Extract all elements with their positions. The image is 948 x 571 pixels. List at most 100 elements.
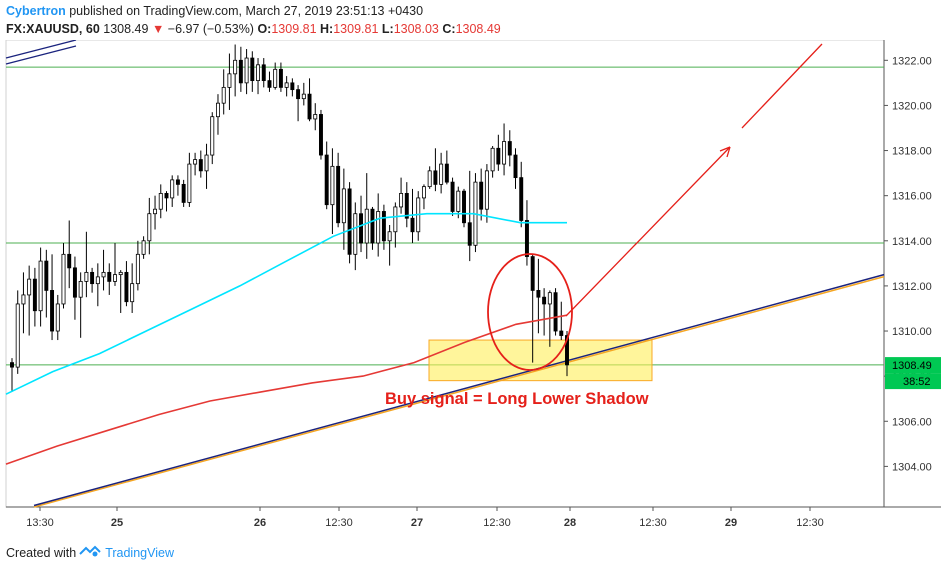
highlight-ellipse (487, 253, 573, 371)
change-value: −6.97 (−0.53%) (167, 22, 254, 36)
candle-body (376, 211, 381, 244)
high-label: H: (320, 22, 334, 36)
publish-header: Cybertron published on TradingView.com, … (6, 4, 423, 18)
candle-body (38, 260, 43, 312)
candle-body (404, 193, 409, 219)
x-tick-label: 27 (411, 517, 423, 529)
candle-body (467, 222, 472, 246)
ma-fast-line (5, 212, 567, 395)
candle-body (50, 290, 55, 332)
candle-body (490, 147, 495, 172)
high-value: 1309.81 (333, 22, 379, 36)
y-tick-label: 1312.00 (892, 281, 932, 293)
ohlc-bar: FX:XAUUSD, 60 1308.49 ▼ −6.97 (−0.53%) O… (6, 22, 501, 36)
candle-body (141, 240, 146, 255)
candle-body (479, 181, 484, 210)
candle-body (221, 86, 226, 104)
created-with-label: Created with (6, 545, 77, 560)
candle-body (90, 271, 95, 285)
countdown-badge (885, 373, 941, 390)
candle-body (559, 330, 564, 336)
tradingview-brand-link[interactable]: TradingView (105, 545, 174, 560)
tradingview-logo-icon (79, 545, 101, 560)
symbol-label: FX:XAUUSD, 60 (6, 22, 100, 36)
candle-body (233, 59, 238, 75)
trendline-fragment (5, 40, 77, 59)
projection-arrowhead (719, 146, 731, 158)
candle-body (542, 296, 547, 305)
x-tick-label: 12:30 (325, 517, 353, 529)
close-label: C: (442, 22, 456, 36)
trendline-shadow (33, 275, 885, 508)
candle-body (519, 177, 524, 221)
candle-body (547, 292, 552, 305)
y-tick-label: 1316.00 (892, 191, 932, 203)
candle-body (27, 278, 32, 296)
candle-body (216, 102, 220, 118)
close-value: 1308.49 (455, 22, 501, 36)
candle-body (153, 208, 158, 215)
candle-body (198, 159, 203, 172)
candle-body (267, 80, 272, 88)
candle-body (238, 59, 243, 84)
candle-body (95, 276, 100, 285)
trendline-fragment (5, 45, 77, 65)
candle-body (370, 208, 375, 244)
author-name[interactable]: Cybertron (6, 4, 66, 18)
candle-body (565, 335, 569, 366)
candle-body (204, 154, 209, 172)
candle-body (10, 362, 14, 368)
last-price-badge (885, 357, 941, 374)
candle-body (273, 68, 278, 88)
candle-body (496, 147, 501, 165)
candle-body (244, 57, 249, 84)
candle-body (399, 193, 404, 208)
candle-body (15, 303, 20, 368)
trendline (33, 273, 885, 507)
candle-body (330, 165, 335, 206)
candle-body (513, 154, 518, 179)
y-tick-label: 1318.00 (892, 146, 932, 158)
candle-body (44, 260, 49, 291)
candle-body (301, 93, 306, 100)
candle-body (256, 64, 261, 82)
candle-body (32, 278, 37, 312)
candle-body (290, 82, 295, 91)
candle-body (324, 154, 329, 206)
candle-body (307, 93, 312, 120)
candle-body (387, 231, 392, 242)
candle-body (250, 57, 255, 82)
low-value: 1308.03 (393, 22, 439, 36)
last-price-label: 1308.49 (892, 360, 932, 372)
candle-body (21, 294, 26, 305)
candle-body (410, 217, 415, 233)
x-tick-label: 25 (111, 517, 123, 529)
buy-signal-annotation: Buy signal = Long Lower Shadow (385, 390, 649, 408)
y-tick-label: 1310.00 (892, 326, 932, 338)
x-tick-label: 28 (564, 517, 576, 529)
price-chart[interactable]: Buy signal = Long Lower Shadow 1322.00 132… (0, 40, 948, 540)
candle-body (381, 211, 386, 242)
y-tick-label: 1304.00 (892, 461, 932, 473)
candle-body (170, 179, 175, 199)
candle-body (135, 253, 140, 285)
candle-body (61, 253, 66, 305)
candle-body (507, 141, 512, 156)
candle-body (118, 271, 123, 276)
candle-body (359, 213, 363, 244)
x-tick-label: 13:30 (26, 517, 54, 529)
projection-arrow-line (565, 146, 731, 317)
x-tick-label: 26 (254, 517, 266, 529)
candle-body (484, 170, 489, 210)
candle-body (164, 193, 169, 199)
candle-body (261, 64, 266, 82)
candle-body (502, 141, 507, 165)
x-tick-label: 12:30 (796, 517, 824, 529)
candle-body (158, 193, 163, 210)
candle-body (210, 116, 215, 156)
candle-body (175, 179, 180, 185)
candle-body (107, 271, 112, 282)
countdown-label: 38:52 (903, 376, 931, 388)
candle-body (530, 256, 535, 291)
support-zone (428, 339, 653, 382)
